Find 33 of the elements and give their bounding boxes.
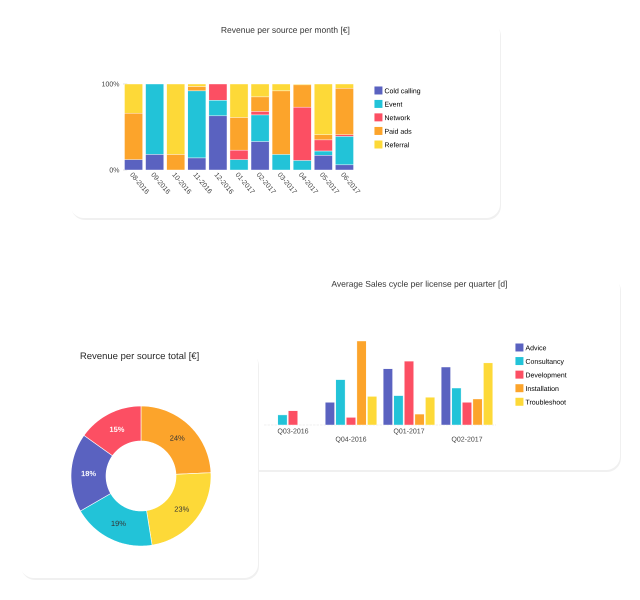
chart-title: Revenue per source total [€] (80, 352, 199, 362)
bar (383, 368, 393, 425)
bar (272, 90, 290, 155)
bar (293, 107, 312, 161)
bar (293, 84, 312, 108)
bar (124, 84, 143, 114)
bar (462, 402, 472, 425)
bar (146, 154, 164, 170)
bar (145, 84, 164, 155)
bar (208, 116, 227, 170)
bar (251, 142, 270, 170)
bar (166, 84, 185, 155)
bar (483, 362, 493, 425)
bar (335, 88, 354, 135)
bar (208, 100, 228, 116)
bar (208, 84, 228, 101)
bar (250, 114, 270, 142)
bar (314, 155, 332, 170)
chart-title: Average Sales cycle per license per quarter [d] (331, 280, 507, 289)
bar (166, 154, 185, 170)
bar (288, 410, 298, 425)
bar (335, 136, 354, 166)
bar (314, 140, 333, 152)
bar (314, 84, 333, 135)
bar (124, 113, 143, 160)
bar (250, 84, 270, 98)
bar (188, 90, 206, 158)
bar (250, 96, 270, 112)
chart-title: Revenue per source per month [€] (222, 26, 350, 35)
bar (230, 84, 248, 118)
bar (272, 154, 290, 170)
bar (230, 117, 248, 150)
bar (404, 360, 414, 425)
